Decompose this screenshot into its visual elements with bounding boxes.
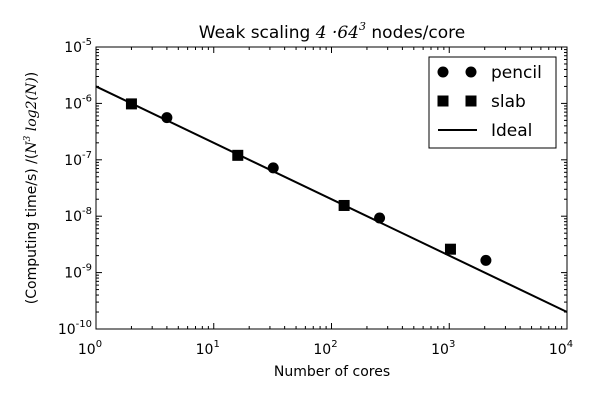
chart-title-math: 4 ·64 (315, 23, 359, 43)
legend-slab-marker-right (465, 95, 477, 107)
slab-point (338, 199, 350, 211)
legend-slab-label: slab (491, 92, 526, 112)
chart-title-math-exp: 3 (359, 20, 366, 33)
pencil-point (161, 112, 173, 124)
x-tick-label: 102 (313, 339, 337, 358)
x-axis-title: Number of cores (274, 364, 390, 380)
legend-pencil-marker-left (437, 66, 449, 78)
legend-frame (428, 56, 557, 149)
axes-frame (95, 46, 568, 330)
y-tick-label: 10-5 (64, 37, 92, 56)
y-axis-title-math-exp: 3 (23, 135, 33, 141)
axis-ticks: 100 101 102 103 104 10-10 10-9 10-8 10-7 10-6 10-5 (58, 37, 573, 358)
y-tick-label: 10-10 (58, 319, 92, 338)
y-tick-label: 10-8 (64, 206, 92, 225)
chart-title-prefix: Weak scaling (199, 23, 316, 43)
x-tick-label: 101 (196, 339, 220, 358)
legend-pencil-marker-right (465, 66, 477, 78)
plot-area (95, 85, 568, 313)
legend: pencil slab Ideal (428, 56, 557, 149)
y-axis-title-math2: log2(N) (24, 77, 40, 135)
pencil-point (267, 162, 279, 174)
pencil-point (480, 254, 492, 266)
slab-point (125, 98, 137, 110)
slab-point (232, 149, 244, 161)
ideal-line (95, 85, 568, 313)
x-tick-label: 103 (431, 339, 455, 358)
y-axis-title-math: N (24, 141, 40, 155)
slab-point (444, 243, 456, 255)
y-axis-title-suffix: ) (24, 72, 40, 77)
legend-ideal-label: Ideal (491, 121, 532, 141)
legend-pencil-label: pencil (491, 63, 542, 83)
chart-title: Weak scaling 4 ·643 nodes/core (199, 20, 466, 43)
legend-slab-marker-left (437, 95, 449, 107)
chart-title-suffix: nodes/core (366, 23, 465, 43)
y-tick-label: 10-7 (64, 150, 92, 169)
x-tick-label: 104 (549, 339, 573, 358)
y-axis-title: (Computing time/s) /(N3 log2(N)) (23, 72, 40, 304)
y-axis-title-prefix: (Computing time/s) /( (24, 154, 40, 305)
y-tick-label: 10-6 (64, 93, 92, 112)
pencil-point (374, 212, 386, 224)
y-tick-label: 10-9 (64, 263, 92, 282)
x-tick-label: 100 (78, 339, 102, 358)
